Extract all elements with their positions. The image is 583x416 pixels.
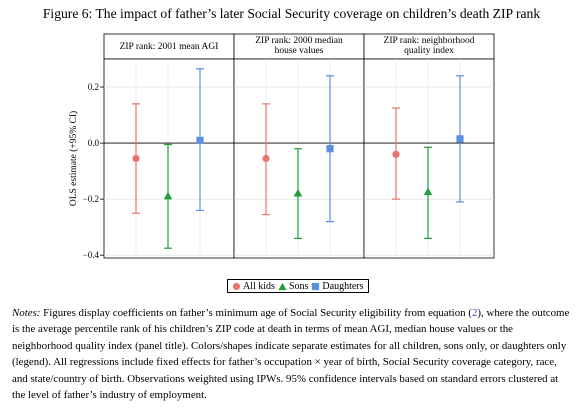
panel-title: ZIP rank: neighborhood quality index xyxy=(384,36,475,56)
point-estimate-triangle xyxy=(163,191,173,200)
square-marker-icon xyxy=(312,282,320,290)
panel-3: ZIP rank: neighborhood quality index xyxy=(363,33,495,259)
point-estimate-square xyxy=(456,135,464,143)
y-tick-label: 0.2 xyxy=(88,82,99,92)
point-estimate-circle xyxy=(132,154,140,163)
figure-title: Figure 6: The impact of father’s later S… xyxy=(42,6,541,21)
legend-item-daughters: Daughters xyxy=(311,280,364,292)
panel-title: ZIP rank: 2000 median house values xyxy=(255,36,343,56)
y-tick-label: 0.0 xyxy=(88,138,100,148)
panel-header xyxy=(363,33,495,60)
point-estimate-square xyxy=(326,145,334,153)
point-estimate-triangle xyxy=(293,188,303,197)
legend-label-daughters: Daughters xyxy=(322,280,364,292)
notes-lead: Notes: xyxy=(12,307,41,319)
legend-item-all-kids: All kids xyxy=(232,281,275,292)
point-estimate-circle xyxy=(392,150,400,158)
panel-1: ZIP rank: 2001 mean AGI xyxy=(103,33,235,259)
y-tick-label: −0.4 xyxy=(83,250,100,260)
point-estimate-circle xyxy=(262,154,270,163)
legend-item-sons: Sons xyxy=(278,281,308,292)
notes-text-1: Figures display coefficients on father’s… xyxy=(40,307,472,319)
triangle-marker-icon xyxy=(278,282,287,290)
legend-label-all-kids: All kids xyxy=(243,280,275,292)
point-estimate-triangle xyxy=(423,187,433,196)
equation-link[interactable]: 2 xyxy=(471,307,478,319)
chart-legend: All kids Sons Daughters xyxy=(227,279,369,293)
panel-title: ZIP rank: 2001 mean AGI xyxy=(120,42,219,52)
panel-plot-area xyxy=(363,58,495,259)
y-axis-label: OLS estimate (+95% CI) xyxy=(68,111,79,206)
legend-label-sons: Sons xyxy=(288,280,309,292)
panel-2: ZIP rank: 2000 median house values xyxy=(233,33,365,259)
notes-text-2: ), where the outcome is the average perc… xyxy=(12,307,570,402)
panel-plot-area xyxy=(103,58,235,259)
figure-notes: Notes: Figures display coefficients on f… xyxy=(12,305,574,403)
circle-marker-icon xyxy=(232,282,241,290)
point-estimate-square xyxy=(196,136,204,144)
panel-header xyxy=(103,33,235,60)
y-tick-label: −0.2 xyxy=(83,194,99,204)
panel-plot-area xyxy=(233,58,365,259)
coefficient-chart: OLS estimate (+95% CI) 0.2 0.0 −0.2 −0.4 ZIP … xyxy=(68,33,495,260)
